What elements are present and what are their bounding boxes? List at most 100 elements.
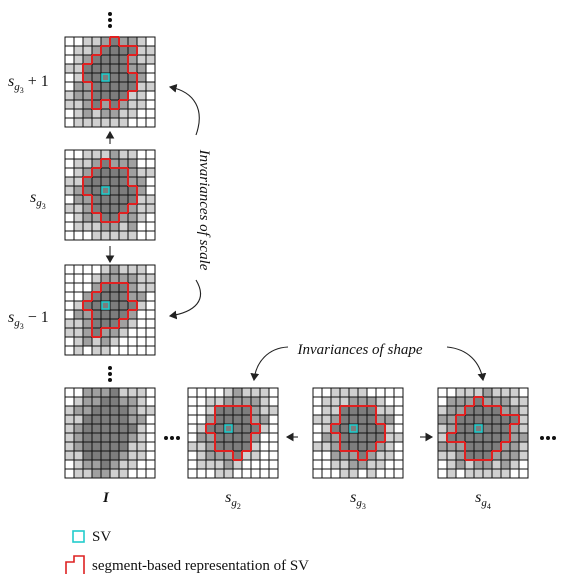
cell bbox=[118, 441, 129, 452]
grid bbox=[64, 149, 156, 241]
cell bbox=[250, 423, 261, 434]
cell bbox=[187, 459, 198, 470]
cell bbox=[500, 387, 511, 398]
cell bbox=[109, 264, 120, 275]
cell bbox=[82, 327, 93, 338]
cell bbox=[464, 432, 475, 443]
cell bbox=[82, 414, 93, 425]
cell bbox=[127, 99, 138, 110]
cell bbox=[330, 459, 341, 470]
cell bbox=[91, 185, 102, 196]
cell bbox=[145, 264, 156, 275]
cell bbox=[446, 450, 457, 461]
cell bbox=[127, 185, 138, 196]
cell bbox=[109, 90, 120, 101]
cell bbox=[473, 414, 484, 425]
cell bbox=[259, 396, 270, 407]
cell bbox=[348, 459, 359, 470]
cell bbox=[482, 423, 493, 434]
cell bbox=[232, 432, 243, 443]
cell bbox=[321, 459, 332, 470]
cell bbox=[73, 212, 84, 223]
cell bbox=[82, 423, 93, 434]
cell bbox=[357, 414, 368, 425]
cell bbox=[357, 450, 368, 461]
cell bbox=[91, 108, 102, 119]
cell bbox=[64, 273, 75, 284]
cell bbox=[357, 387, 368, 398]
cell bbox=[73, 90, 84, 101]
cell bbox=[455, 468, 466, 479]
cell bbox=[82, 300, 93, 311]
scale-label: sg3 bbox=[30, 189, 46, 211]
cell bbox=[82, 149, 93, 160]
cell bbox=[109, 459, 120, 470]
cell bbox=[187, 387, 198, 398]
cell bbox=[187, 432, 198, 443]
cell bbox=[509, 423, 520, 434]
cell bbox=[366, 396, 377, 407]
cell bbox=[312, 405, 323, 416]
cell bbox=[196, 387, 207, 398]
cell bbox=[109, 309, 120, 320]
cell bbox=[118, 81, 129, 92]
cell bbox=[109, 203, 120, 214]
cell bbox=[64, 99, 75, 110]
cell bbox=[268, 414, 279, 425]
cell bbox=[73, 221, 84, 232]
cell bbox=[473, 396, 484, 407]
sv-square bbox=[101, 73, 110, 82]
cell bbox=[118, 423, 129, 434]
cell bbox=[348, 414, 359, 425]
cell bbox=[259, 387, 270, 398]
cell bbox=[145, 45, 156, 56]
cell bbox=[64, 396, 75, 407]
cell bbox=[82, 90, 93, 101]
cell bbox=[455, 450, 466, 461]
cell bbox=[232, 441, 243, 452]
cell bbox=[214, 396, 225, 407]
cell bbox=[187, 396, 198, 407]
cell bbox=[205, 387, 216, 398]
cell bbox=[509, 450, 520, 461]
cell bbox=[73, 450, 84, 461]
cell bbox=[73, 396, 84, 407]
cell bbox=[127, 108, 138, 119]
cell bbox=[437, 414, 448, 425]
cell bbox=[321, 423, 332, 434]
cell bbox=[214, 432, 225, 443]
cell bbox=[330, 414, 341, 425]
cell bbox=[109, 414, 120, 425]
cell bbox=[100, 81, 111, 92]
cell bbox=[145, 282, 156, 293]
cell bbox=[145, 291, 156, 302]
cell bbox=[136, 185, 147, 196]
cell bbox=[509, 459, 520, 470]
cell bbox=[118, 405, 129, 416]
cell bbox=[109, 468, 120, 479]
cell bbox=[64, 405, 75, 416]
cell bbox=[223, 387, 234, 398]
cell bbox=[118, 185, 129, 196]
cell bbox=[375, 459, 386, 470]
cell bbox=[393, 459, 404, 470]
cell bbox=[446, 396, 457, 407]
cell bbox=[109, 45, 120, 56]
cell bbox=[64, 212, 75, 223]
cell bbox=[136, 203, 147, 214]
cell bbox=[500, 423, 511, 434]
cell bbox=[509, 396, 520, 407]
cell bbox=[473, 441, 484, 452]
cell bbox=[464, 414, 475, 425]
cell bbox=[136, 318, 147, 329]
cell bbox=[259, 432, 270, 443]
cell bbox=[91, 300, 102, 311]
cell bbox=[393, 396, 404, 407]
cell bbox=[393, 441, 404, 452]
label-part: g bbox=[356, 497, 362, 509]
cell bbox=[127, 158, 138, 169]
cell bbox=[455, 459, 466, 470]
cell bbox=[118, 117, 129, 128]
cell bbox=[118, 194, 129, 205]
cell bbox=[91, 345, 102, 356]
